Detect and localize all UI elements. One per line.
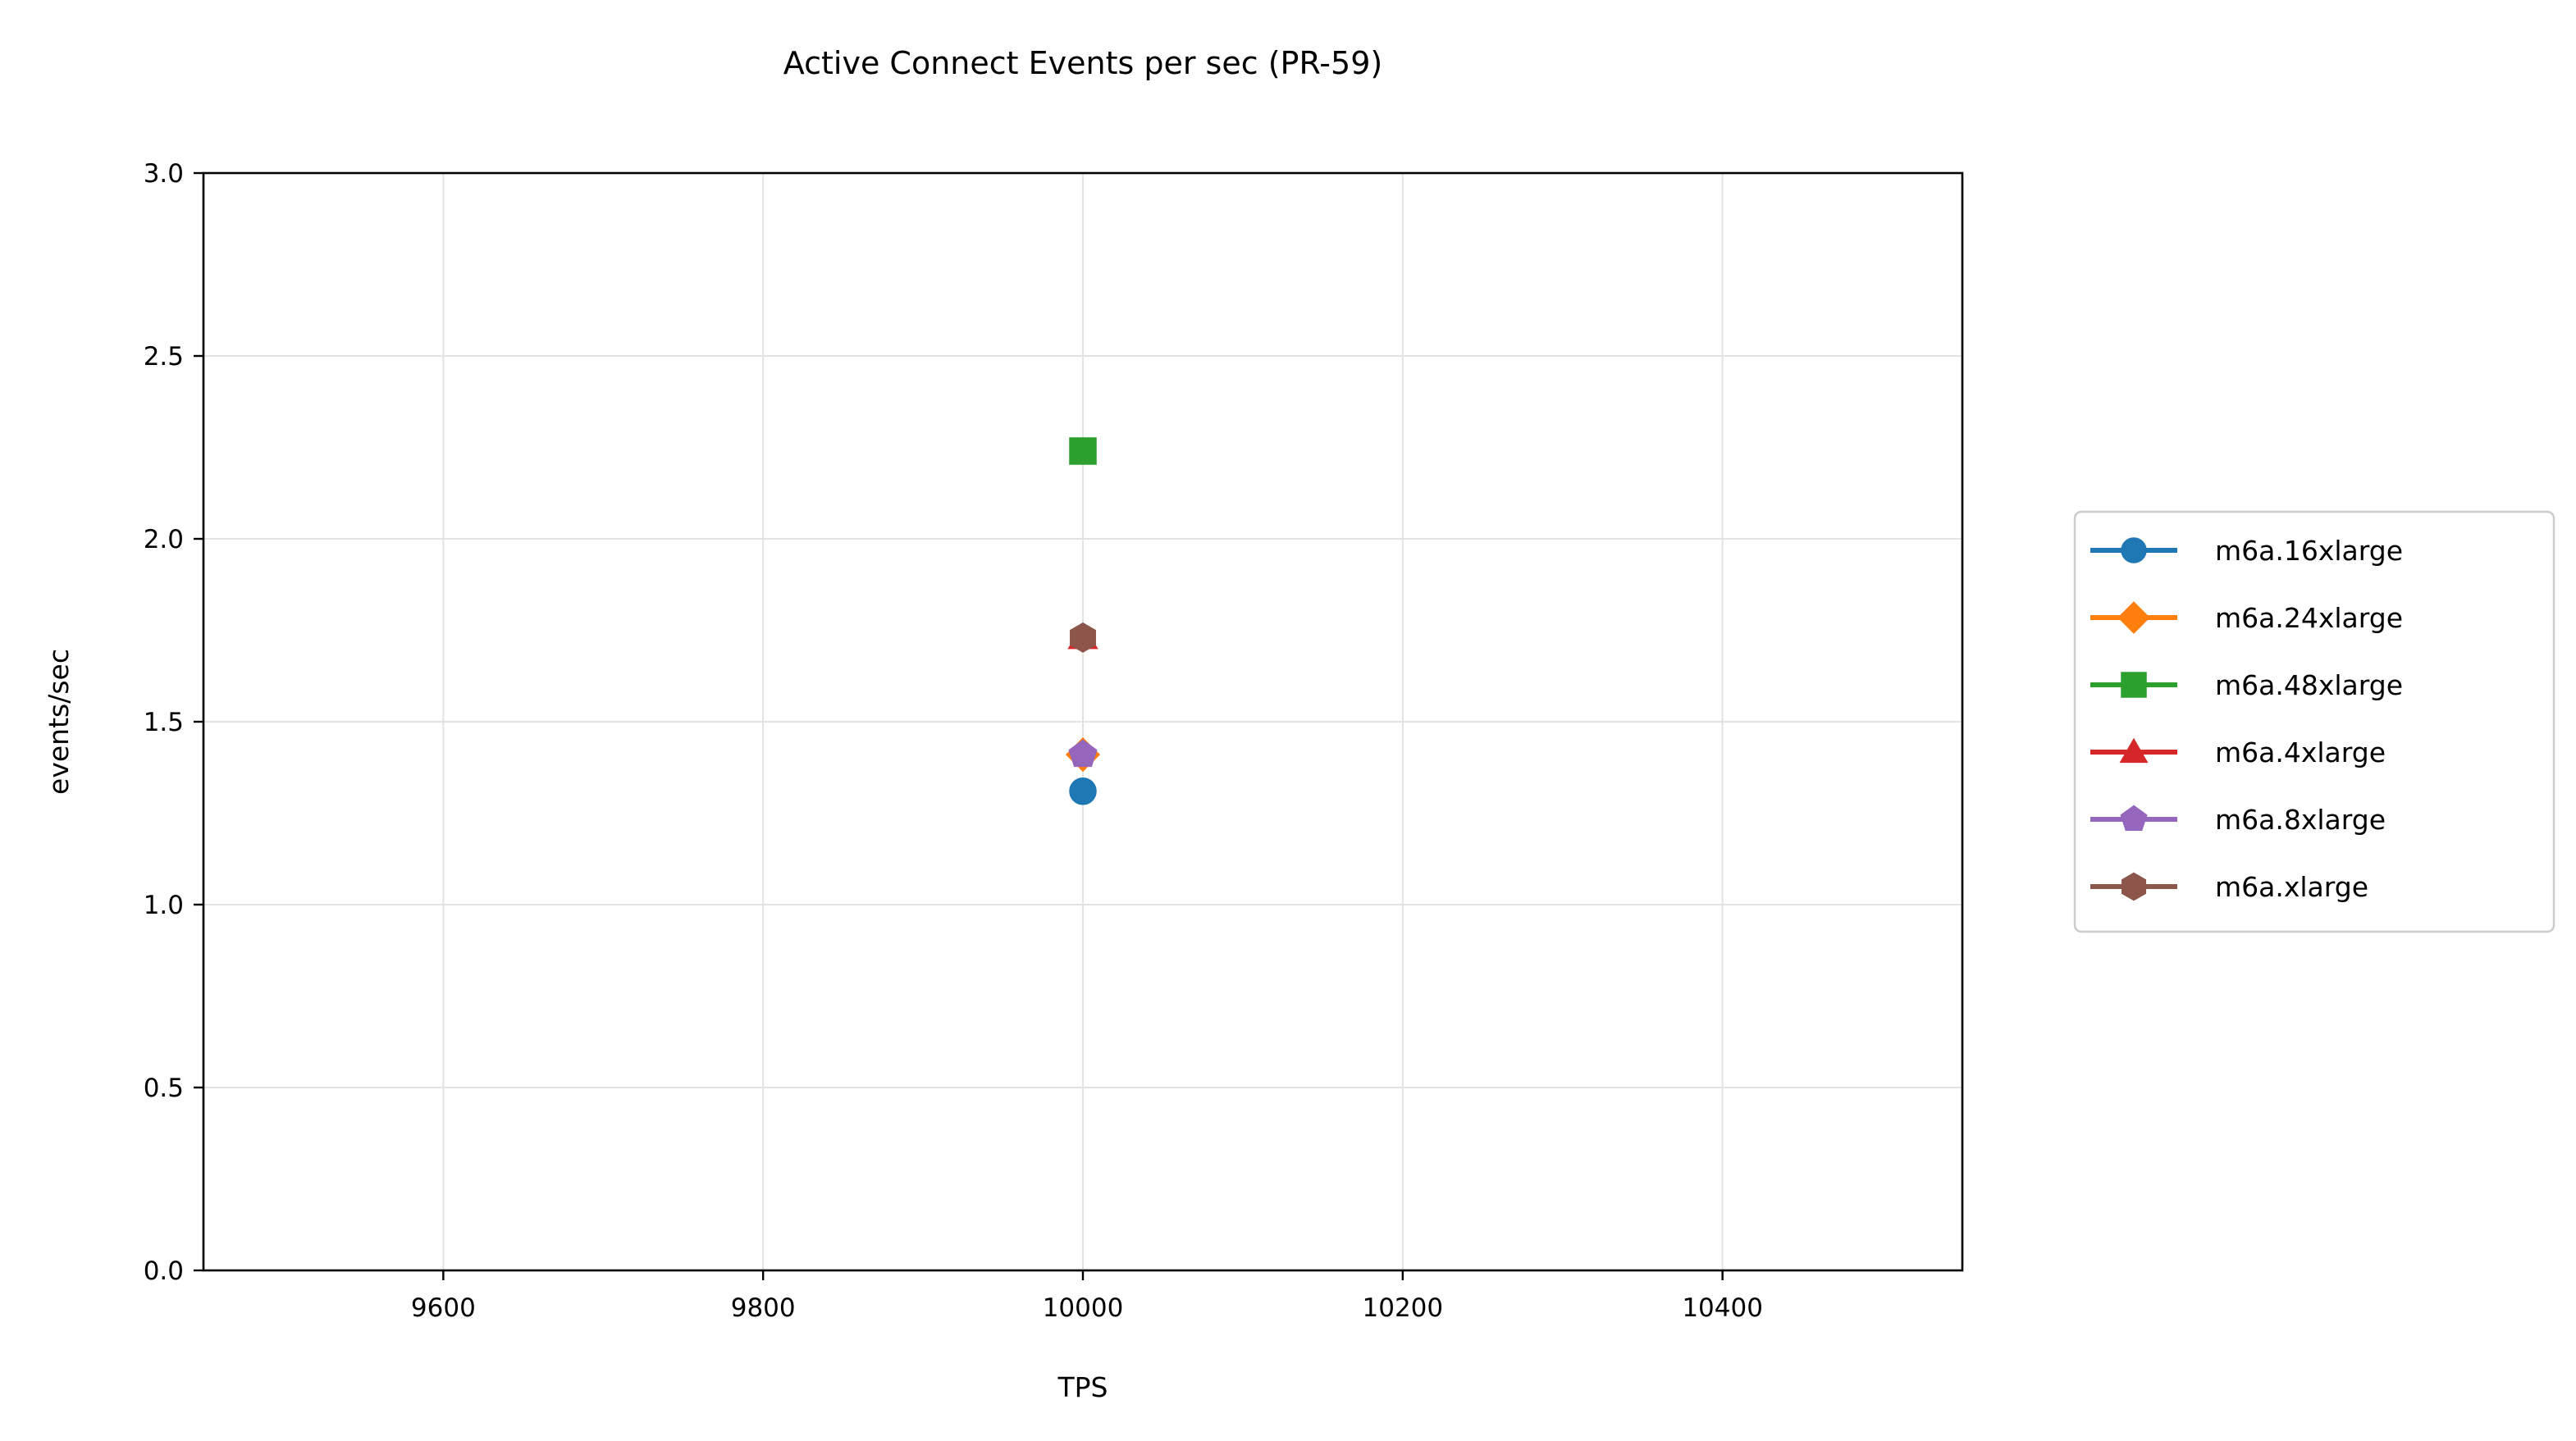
y-tick-label: 2.0 bbox=[144, 525, 184, 554]
x-tick-label: 9800 bbox=[731, 1293, 796, 1323]
axis-ticks: 9600 9800 10000 10200 10400 0.0 0.5 1.0 1.5 2.0 2.… bbox=[144, 159, 1763, 1323]
legend-marker bbox=[2122, 873, 2146, 901]
y-tick-label: 1.5 bbox=[144, 708, 184, 737]
chart-title: Active Connect Events per sec (PR-59) bbox=[783, 45, 1382, 81]
data-point-m6a.48xlarge bbox=[1070, 438, 1096, 464]
y-tick-label: 1.0 bbox=[144, 891, 184, 920]
x-tick-label: 9600 bbox=[411, 1293, 476, 1323]
legend-label: m6a.16xlarge bbox=[2215, 535, 2403, 567]
x-tick-label: 10400 bbox=[1682, 1293, 1763, 1323]
legend-label: m6a.48xlarge bbox=[2215, 669, 2403, 701]
data-point-m6a.16xlarge bbox=[1070, 778, 1096, 805]
y-axis-label: events/sec bbox=[43, 649, 75, 795]
x-tick-label: 10000 bbox=[1043, 1293, 1124, 1323]
legend-item: m6a.16xlarge bbox=[2090, 535, 2403, 567]
legend-frame bbox=[2075, 512, 2554, 932]
y-tick-label: 3.0 bbox=[144, 159, 184, 189]
legend-marker bbox=[2122, 673, 2146, 697]
legend-marker bbox=[2122, 538, 2146, 563]
legend-label: m6a.24xlarge bbox=[2215, 602, 2403, 634]
y-tick-label: 0.0 bbox=[144, 1256, 184, 1286]
x-axis-label: TPS bbox=[1057, 1371, 1108, 1403]
legend-label: m6a.8xlarge bbox=[2215, 804, 2386, 836]
y-tick-label: 0.5 bbox=[144, 1074, 184, 1103]
x-tick-label: 10200 bbox=[1363, 1293, 1444, 1323]
y-tick-label: 2.5 bbox=[144, 342, 184, 372]
legend-label: m6a.xlarge bbox=[2215, 871, 2368, 903]
data-point-m6a.8xlarge bbox=[1069, 741, 1096, 767]
legend-item: m6a.24xlarge bbox=[2090, 602, 2403, 634]
legend-item: m6a.xlarge bbox=[2090, 871, 2368, 903]
legend-item: m6a.48xlarge bbox=[2090, 669, 2403, 701]
legend: m6a.16xlarge m6a.24xlarge m6a.48xlarge m6a.… bbox=[2075, 512, 2554, 932]
grid bbox=[203, 173, 1962, 1270]
legend-label: m6a.4xlarge bbox=[2215, 736, 2386, 768]
